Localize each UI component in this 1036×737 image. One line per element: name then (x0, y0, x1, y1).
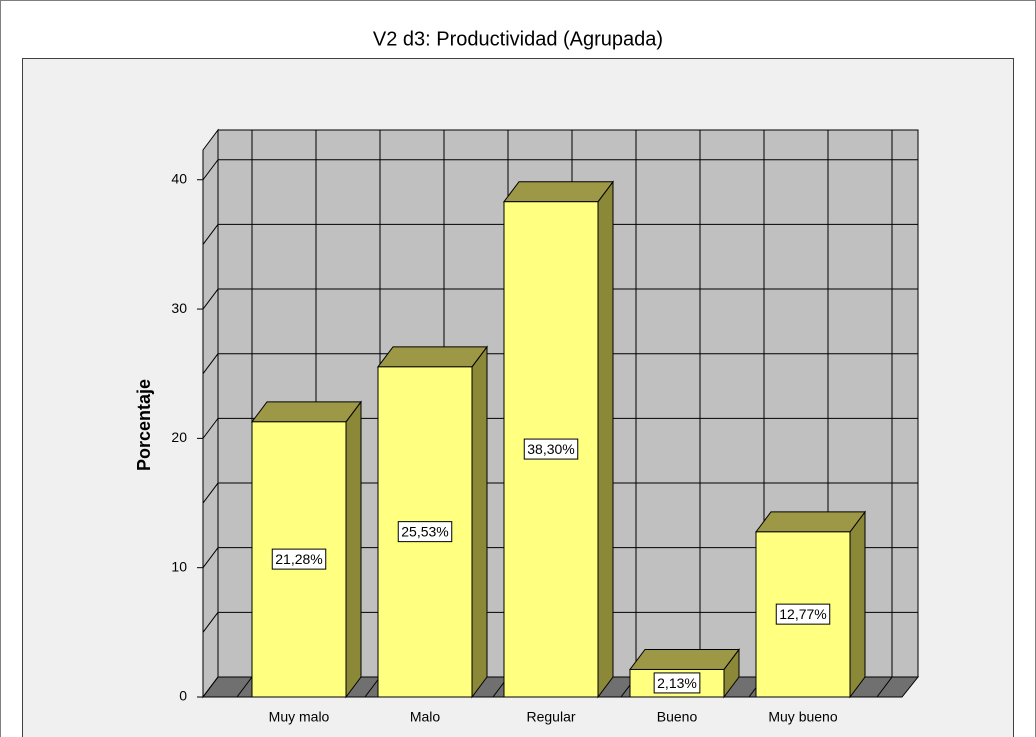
bar-side (345, 400, 362, 699)
y-tick-label: 20 (171, 429, 187, 445)
floor-grid-line (236, 676, 253, 698)
value-label-box (397, 521, 453, 543)
bar-top (755, 511, 866, 533)
bar-top (377, 346, 488, 368)
grid-line (202, 547, 219, 568)
x-tick-label: Regular (526, 709, 575, 725)
bar-side (471, 345, 488, 699)
grid-line (202, 159, 219, 181)
grid-line (202, 418, 219, 439)
y-tick-label: 40 (171, 170, 187, 186)
bar-side (597, 180, 614, 699)
y-tick-label: 0 (179, 688, 187, 704)
grid-line (202, 676, 219, 698)
value-label-box (271, 548, 327, 570)
y-tick-label: 30 (171, 300, 187, 316)
value-label: 21,28% (275, 551, 322, 567)
value-label: 2,13% (657, 675, 697, 691)
value-label-box (775, 603, 831, 625)
minor-grid-line (202, 482, 219, 504)
bar-side (849, 510, 866, 699)
minor-grid-line (202, 353, 219, 375)
chart-title: V2 d3: Productividad (Agrupada) (373, 28, 663, 50)
floor-grid-line (876, 676, 893, 698)
x-tick-label: Bueno (657, 709, 698, 725)
y-tick-label: 10 (171, 558, 187, 574)
value-label-box (523, 438, 579, 460)
minor-grid-line (202, 224, 219, 245)
value-label-box (653, 672, 701, 694)
left-wall (202, 128, 219, 699)
value-label: 12,77% (779, 606, 826, 622)
value-label: 38,30% (527, 441, 574, 457)
x-tick-label: Muy malo (269, 709, 330, 725)
minor-grid-line (202, 612, 219, 633)
x-tick-label: Muy bueno (768, 709, 837, 725)
value-label: 25,53% (401, 524, 448, 540)
y-axis-label: Porcentaje (134, 379, 154, 471)
bar-top (251, 401, 362, 423)
x-tick-label: Malo (410, 709, 441, 725)
bar-top (503, 181, 614, 203)
bar-top (629, 648, 740, 670)
grid-line (202, 288, 219, 310)
